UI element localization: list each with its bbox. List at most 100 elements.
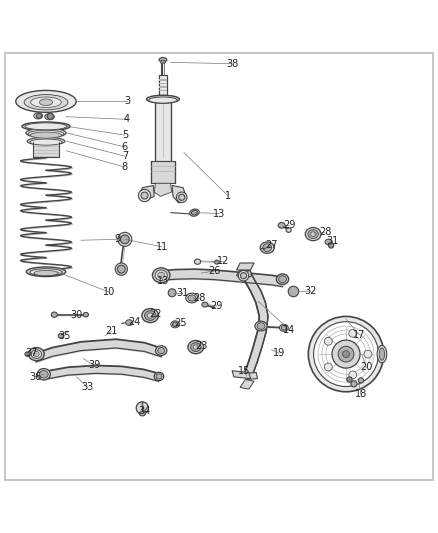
Polygon shape [240, 379, 254, 389]
Text: 30: 30 [71, 310, 83, 320]
Ellipse shape [28, 348, 44, 361]
Ellipse shape [193, 345, 198, 349]
Text: 7: 7 [122, 151, 128, 161]
Text: 35: 35 [59, 330, 71, 341]
Text: 13: 13 [213, 208, 225, 219]
Text: 8: 8 [122, 162, 128, 172]
Ellipse shape [281, 326, 286, 330]
Circle shape [141, 192, 148, 199]
Text: 1: 1 [225, 190, 231, 200]
Bar [159, 90, 167, 91]
Ellipse shape [37, 368, 50, 380]
Ellipse shape [325, 239, 332, 245]
Circle shape [349, 329, 357, 337]
Polygon shape [139, 185, 154, 201]
Ellipse shape [188, 341, 204, 354]
Circle shape [314, 322, 378, 386]
Ellipse shape [159, 58, 167, 62]
Ellipse shape [28, 130, 64, 138]
Ellipse shape [27, 138, 65, 145]
Text: 19: 19 [273, 348, 285, 358]
Ellipse shape [190, 209, 199, 216]
Ellipse shape [160, 60, 166, 64]
Text: 18: 18 [355, 390, 367, 399]
Circle shape [364, 350, 372, 358]
Bar [155, 99, 171, 161]
Circle shape [288, 286, 299, 297]
Bar [159, 83, 167, 84]
Polygon shape [240, 271, 268, 374]
Text: 26: 26 [208, 266, 221, 276]
Circle shape [118, 232, 132, 246]
Ellipse shape [139, 411, 145, 416]
Ellipse shape [171, 321, 180, 328]
Ellipse shape [30, 139, 62, 145]
Text: 28: 28 [194, 293, 206, 303]
Text: 6: 6 [122, 142, 128, 152]
Circle shape [115, 263, 127, 275]
Text: 12: 12 [217, 256, 230, 266]
Circle shape [343, 351, 350, 358]
Text: 13: 13 [157, 276, 169, 286]
Polygon shape [237, 271, 251, 279]
Circle shape [325, 363, 332, 371]
Text: 33: 33 [81, 382, 94, 392]
Ellipse shape [173, 322, 178, 327]
Ellipse shape [39, 99, 53, 106]
Ellipse shape [379, 348, 385, 360]
Ellipse shape [51, 312, 57, 317]
Ellipse shape [260, 242, 274, 253]
Text: 25: 25 [174, 318, 187, 328]
Circle shape [168, 289, 176, 297]
Text: 5: 5 [122, 130, 128, 140]
Ellipse shape [142, 309, 159, 322]
Ellipse shape [255, 321, 267, 331]
Ellipse shape [24, 94, 68, 110]
Polygon shape [154, 183, 172, 197]
Ellipse shape [186, 293, 198, 303]
Circle shape [120, 235, 129, 244]
Ellipse shape [305, 228, 321, 241]
Text: 3: 3 [124, 96, 130, 107]
Circle shape [325, 337, 332, 345]
Text: 11: 11 [156, 242, 168, 252]
Bar [159, 75, 167, 98]
Text: 31: 31 [327, 236, 339, 246]
Ellipse shape [45, 114, 54, 120]
Bar [159, 86, 167, 88]
Ellipse shape [286, 228, 291, 232]
Polygon shape [232, 371, 251, 378]
Circle shape [179, 194, 185, 200]
Text: 37: 37 [25, 348, 38, 358]
Ellipse shape [25, 123, 67, 130]
Polygon shape [237, 263, 254, 270]
Ellipse shape [33, 351, 39, 357]
Ellipse shape [154, 372, 164, 381]
Ellipse shape [126, 320, 133, 326]
Ellipse shape [138, 405, 147, 410]
Circle shape [347, 377, 352, 382]
Ellipse shape [22, 122, 70, 131]
Text: 14: 14 [283, 325, 295, 335]
Circle shape [308, 317, 384, 392]
Text: 23: 23 [195, 341, 208, 351]
Ellipse shape [155, 270, 167, 280]
Ellipse shape [308, 230, 318, 238]
Ellipse shape [158, 272, 165, 278]
Ellipse shape [39, 370, 48, 378]
Ellipse shape [215, 260, 219, 264]
Ellipse shape [31, 350, 42, 359]
Text: 17: 17 [353, 330, 365, 340]
Circle shape [332, 340, 360, 368]
Circle shape [117, 265, 125, 273]
Ellipse shape [148, 97, 177, 103]
Circle shape [238, 270, 249, 281]
Text: 9: 9 [114, 235, 120, 244]
Ellipse shape [257, 323, 265, 329]
Ellipse shape [34, 270, 58, 276]
Ellipse shape [156, 374, 162, 379]
Circle shape [138, 189, 151, 201]
Ellipse shape [26, 128, 66, 138]
Ellipse shape [202, 302, 208, 307]
Circle shape [177, 192, 187, 203]
